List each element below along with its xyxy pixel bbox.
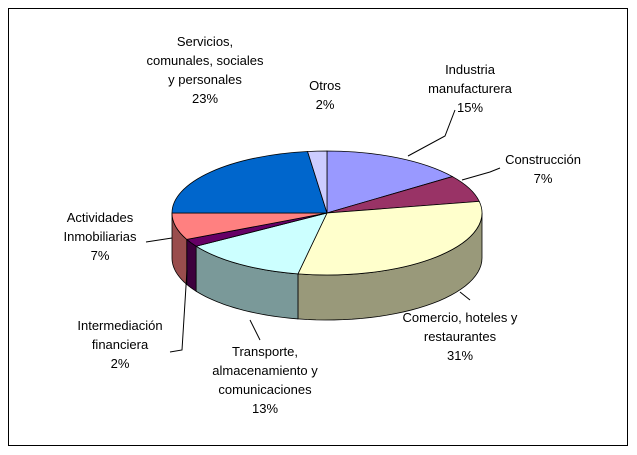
value-label: 23% bbox=[191, 91, 219, 106]
category-label: Servicios, comunales, sociales y persona… bbox=[146, 34, 264, 87]
category-label: Intermediación financiera bbox=[77, 318, 163, 352]
slice-side bbox=[186, 238, 197, 292]
data-label: Industria manufacturera 15% bbox=[415, 60, 525, 117]
value-label: 2% bbox=[110, 356, 130, 371]
leader-line bbox=[169, 269, 188, 353]
data-label: Comercio, hoteles y restaurantes 31% bbox=[380, 308, 540, 365]
category-label: Actividades Inmobiliarias bbox=[63, 210, 137, 244]
data-label: Servicios, comunales, sociales y persona… bbox=[145, 32, 265, 108]
category-label: Transporte, almacenamiento y comunicacio… bbox=[212, 344, 318, 397]
slice bbox=[171, 151, 328, 214]
data-label: Otros 2% bbox=[295, 76, 355, 114]
category-label: Industria manufacturera bbox=[428, 62, 512, 96]
value-label: 2% bbox=[315, 97, 335, 112]
leader-line bbox=[145, 237, 173, 243]
leader-line bbox=[407, 109, 456, 157]
data-label: Construcción 7% bbox=[488, 150, 598, 188]
value-label: 7% bbox=[90, 248, 110, 263]
value-label: 13% bbox=[251, 401, 279, 416]
slice bbox=[195, 212, 328, 275]
category-label: Construcción bbox=[505, 152, 581, 167]
leader-line bbox=[459, 291, 471, 301]
slice bbox=[297, 200, 483, 276]
data-label: Actividades Inmobiliarias 7% bbox=[45, 208, 155, 265]
slice bbox=[326, 150, 454, 214]
value-label: 31% bbox=[446, 348, 474, 363]
category-label: Otros bbox=[309, 78, 341, 93]
data-label: Intermediación financiera 2% bbox=[55, 316, 185, 373]
category-label: Comercio, hoteles y restaurantes bbox=[402, 310, 518, 344]
slice bbox=[307, 150, 328, 214]
leader-line bbox=[249, 319, 261, 341]
value-label: 15% bbox=[456, 100, 484, 115]
data-label: Transporte, almacenamiento y comunicacio… bbox=[190, 342, 340, 418]
value-label: 7% bbox=[533, 171, 553, 186]
leader-line bbox=[461, 167, 501, 181]
